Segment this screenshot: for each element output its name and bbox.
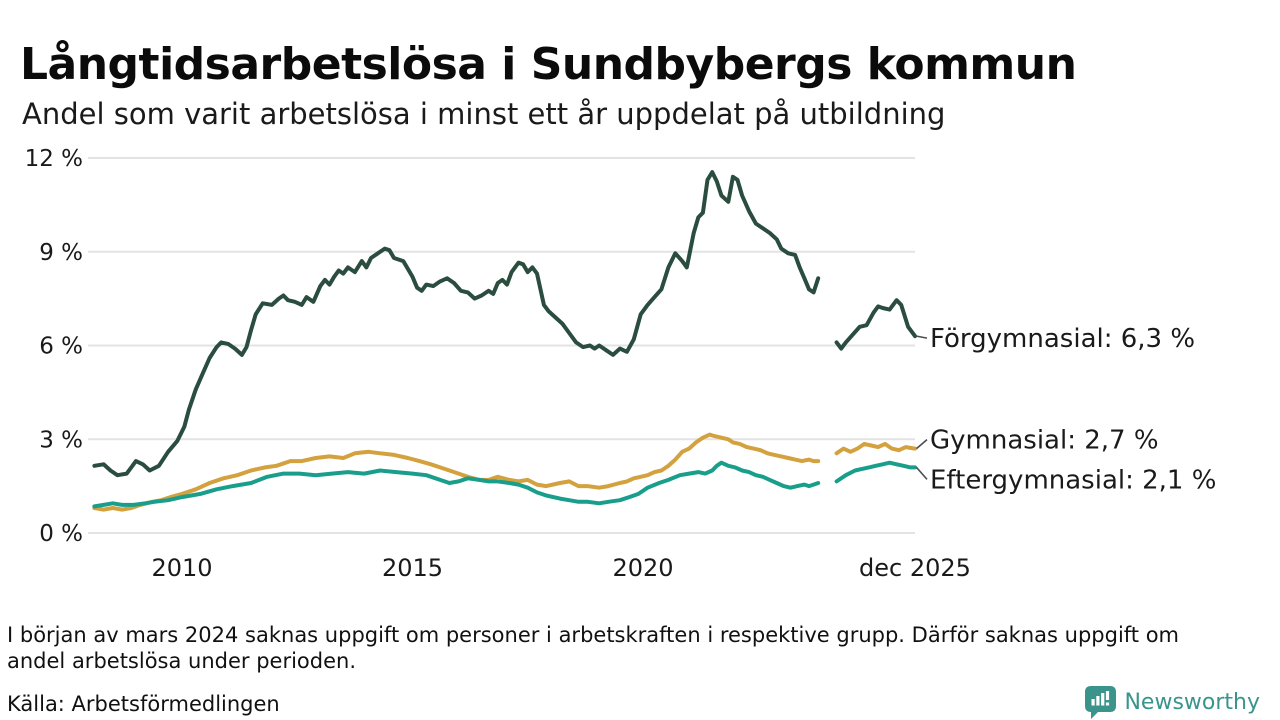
series-line-gymnasial xyxy=(92,432,821,512)
y-axis-tick-label: 9 % xyxy=(39,240,83,266)
series-line-gymnasial xyxy=(834,441,917,456)
x-axis-tick-label: 2020 xyxy=(612,554,673,582)
series-line-eftergymnasial xyxy=(834,460,917,484)
label-connector-forgymnasial xyxy=(916,335,928,339)
series-label-forgymnasial: Förgymnasial: 6,3 % xyxy=(930,324,1195,354)
series-line-forgymnasial xyxy=(92,170,821,478)
label-connector-eftergymnasial xyxy=(915,466,928,480)
y-axis-tick-label: 0 % xyxy=(39,521,83,547)
newsworthy-logo-icon xyxy=(1085,686,1117,719)
newsworthy-logo-text: Newsworthy xyxy=(1124,689,1260,715)
page-title: Långtidsarbetslösa i Sundbybergs kommun xyxy=(20,39,1077,91)
x-axis-tick-label: 2015 xyxy=(382,554,443,582)
series-label-gymnasial: Gymnasial: 2,7 % xyxy=(930,426,1159,456)
y-axis-tick-label: 6 % xyxy=(39,334,83,360)
series-line-eftergymnasial xyxy=(92,460,821,509)
label-connector-gymnasial xyxy=(915,439,928,450)
x-axis-tick-label: 2010 xyxy=(151,554,212,582)
chart-subtitle: Andel som varit arbetslösa i minst ett å… xyxy=(22,97,946,131)
source-caption: Källa: Arbetsförmedlingen xyxy=(7,692,280,716)
series-line-forgymnasial xyxy=(834,298,917,351)
x-axis-tick-label: dec 2025 xyxy=(859,554,971,582)
y-axis-tick-label: 3 % xyxy=(39,427,83,453)
series-label-eftergymnasial: Eftergymnasial: 2,1 % xyxy=(930,465,1216,495)
y-axis-tick-label: 12 % xyxy=(25,146,83,172)
chart-footnote: I början av mars 2024 saknas uppgift om … xyxy=(7,623,1180,673)
newsworthy-brand: Newsworthy xyxy=(1084,684,1260,720)
